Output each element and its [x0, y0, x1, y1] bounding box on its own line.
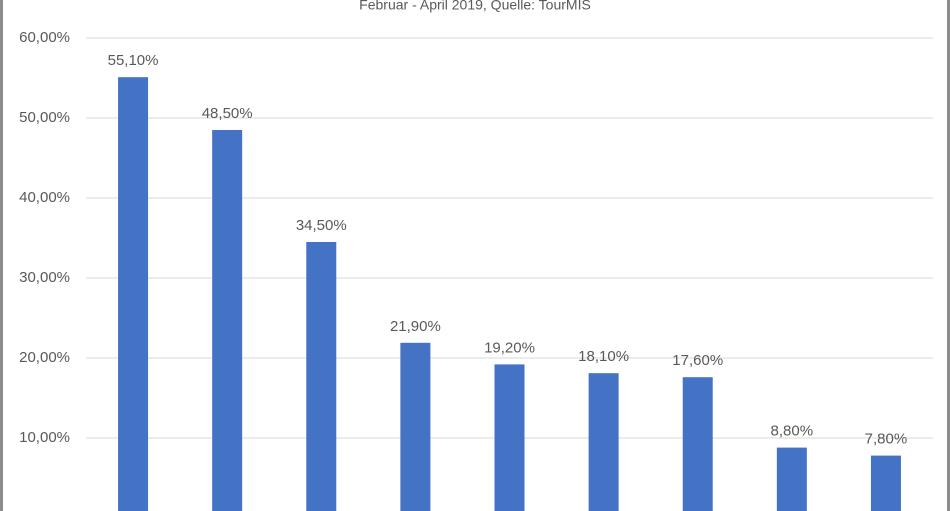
- y-tick-label: 50,00%: [19, 109, 70, 126]
- data-label: 19,20%: [484, 339, 535, 356]
- bar: [306, 242, 337, 511]
- y-tick-label: 10,00%: [19, 429, 70, 446]
- y-tick-label: 30,00%: [19, 269, 70, 286]
- bar: [776, 447, 807, 511]
- data-label: 55,10%: [108, 52, 159, 69]
- data-label: 7,80%: [865, 431, 908, 448]
- data-label: 21,90%: [390, 318, 441, 335]
- data-label: 8,80%: [771, 423, 814, 440]
- bar: [588, 373, 619, 511]
- data-label: 17,60%: [672, 352, 723, 369]
- data-label: 18,10%: [578, 348, 629, 365]
- bar: [400, 342, 431, 511]
- bar: [212, 130, 243, 511]
- bar: [494, 364, 525, 511]
- bar: [870, 455, 901, 511]
- data-label: 34,50%: [296, 217, 347, 234]
- data-label: 48,50%: [202, 105, 253, 122]
- bar: [118, 77, 149, 511]
- y-tick-label: 40,00%: [19, 189, 70, 206]
- y-tick-label: 20,00%: [19, 349, 70, 366]
- bar: [682, 377, 713, 511]
- chart-subtitle: Februar - April 2019, Quelle: TourMIS: [359, 0, 591, 13]
- y-tick-label: 60,00%: [19, 29, 70, 46]
